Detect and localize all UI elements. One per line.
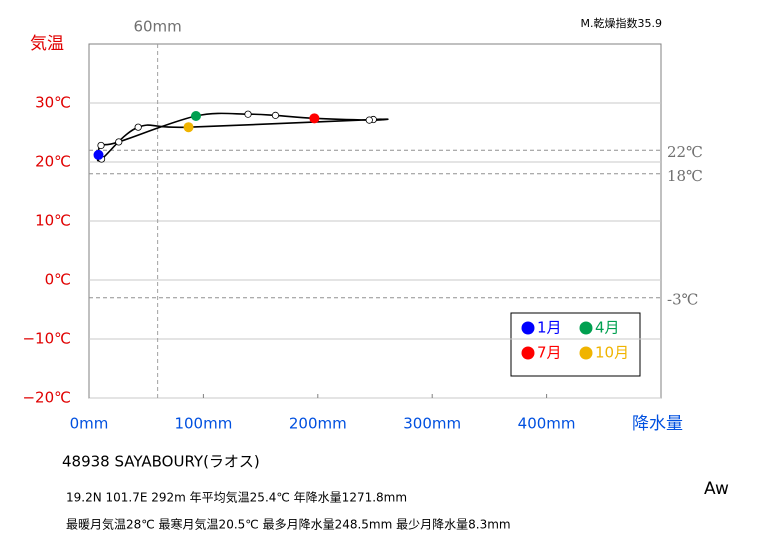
reference-label: -3℃ xyxy=(667,291,698,309)
month-point xyxy=(365,116,373,124)
x-tick-label: 100mm xyxy=(174,415,232,433)
legend-marker xyxy=(579,321,593,335)
legend-marker xyxy=(521,321,535,335)
month-point xyxy=(93,149,104,160)
reference-label: 60mm xyxy=(133,18,181,36)
legend-label: 1月 xyxy=(537,319,562,337)
y-axis-title: 気温 xyxy=(30,34,64,54)
dryness-index: M.乾燥指数35.9 xyxy=(581,16,662,30)
month-point xyxy=(134,123,142,131)
x-tick-label: 200mm xyxy=(289,415,347,433)
month-point xyxy=(183,122,194,133)
x-tick-label: 400mm xyxy=(518,415,576,433)
reference-label: 22℃ xyxy=(667,143,703,161)
y-tick-label: 10℃ xyxy=(35,212,71,230)
info-line: 最暖月気温28℃ 最寒月気温20.5℃ 最多月降水量248.5mm 最少月降水量… xyxy=(66,517,511,532)
legend-marker xyxy=(579,346,593,360)
reference-label: 18℃ xyxy=(667,167,703,185)
legend-marker xyxy=(521,346,535,360)
legend-box xyxy=(510,312,641,377)
y-tick-label: 0℃ xyxy=(45,271,71,289)
month-point xyxy=(190,110,201,121)
x-tick-label: 0mm xyxy=(70,415,109,433)
month-point xyxy=(115,138,123,146)
y-tick-label: −20℃ xyxy=(22,389,71,407)
climate-line xyxy=(97,112,389,160)
station-name: 48938 SAYABOURY(ラオス) xyxy=(62,453,260,471)
y-tick-label: −10℃ xyxy=(22,330,71,348)
climate-class: Aw xyxy=(704,479,729,499)
x-axis-title: 降水量 xyxy=(632,414,683,434)
month-point xyxy=(271,111,280,119)
month-point xyxy=(309,113,320,124)
month-point xyxy=(97,141,105,150)
month-point xyxy=(244,110,252,118)
legend-label: 7月 xyxy=(537,344,562,362)
legend-label: 10月 xyxy=(595,344,629,362)
x-tick-label: 300mm xyxy=(403,415,461,433)
y-tick-label: 30℃ xyxy=(35,94,71,112)
info-line: 19.2N 101.7E 292m 年平均気温25.4℃ 年降水量1271.8m… xyxy=(66,490,407,505)
y-tick-label: 20℃ xyxy=(35,153,71,171)
legend-label: 4月 xyxy=(595,319,620,337)
